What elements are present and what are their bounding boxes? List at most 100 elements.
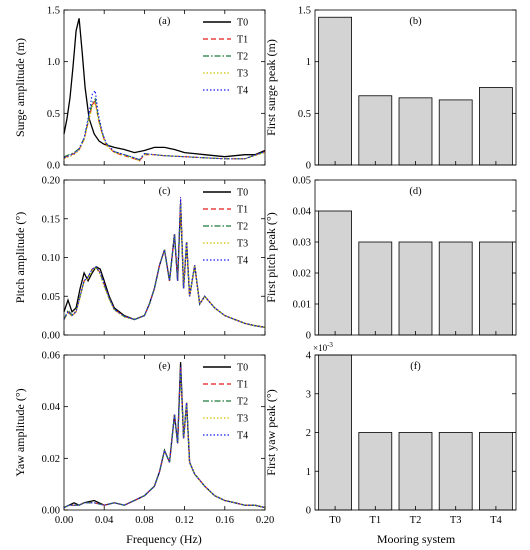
- panel-e: Yaw amplitude (°) 0.00 0.02 0.04 0.06 0.00 0.0…: [13, 351, 274, 527]
- panel-label-c: (c): [159, 186, 171, 197]
- bar-T0: [318, 16, 352, 166]
- legend-label-T4: T4: [237, 86, 248, 97]
- bar-T2: [398, 97, 433, 166]
- plot-frame-d: [314, 179, 517, 336]
- bar-T3: [438, 99, 473, 166]
- y-tick-label: 0.00: [42, 506, 60, 517]
- y-tick-label: 0: [306, 506, 311, 517]
- x-tick-label: 0.08: [135, 515, 153, 526]
- y-tick-label: 0.05: [42, 292, 60, 303]
- panel-label-a: (a): [159, 16, 171, 27]
- plot-frame-a: [63, 9, 266, 166]
- series-line-T4: [63, 89, 266, 161]
- y-tick-label: 2: [306, 428, 311, 439]
- y-tick-label: 0.05: [293, 176, 311, 187]
- y-tick-label: 1.5: [298, 6, 311, 17]
- x-axis-label-left: Frequency (Hz): [126, 532, 202, 546]
- y-tick-label: 0.5: [47, 109, 60, 120]
- y-tick-label: 1: [306, 467, 311, 478]
- x-tick-label: 0.20: [256, 515, 274, 526]
- bar-T2: [398, 241, 433, 336]
- y-tick-label: 3: [306, 389, 311, 400]
- bar-T0: [318, 354, 352, 511]
- plot-frame-b: [314, 9, 517, 166]
- x-tick-label: 0.16: [216, 515, 234, 526]
- y-tick-label: 0.00: [42, 331, 60, 342]
- legend-label-T0: T0: [237, 18, 248, 29]
- y-axis-label-b: First surge peak (m): [264, 39, 278, 136]
- bar-T1: [358, 241, 393, 336]
- panel-f: First yaw peak (°) 0 1 2 3 4 T0 T1 T2 T3 T4 ×10-3 (f…: [264, 341, 517, 526]
- y-axis-label-a: Surge amplitude (m): [13, 38, 27, 137]
- x-tick-label: 0.12: [175, 515, 193, 526]
- y-axis-label-d: First pitch peak (°): [264, 212, 278, 302]
- legend-label-T3: T3: [237, 239, 248, 250]
- legend-label-T0: T0: [237, 363, 248, 374]
- y-axis-label-c: Pitch amplitude (°): [13, 212, 27, 303]
- x-tick-label: 0.04: [95, 515, 114, 526]
- series-line-T1: [63, 199, 266, 328]
- y-tick-label: 1.0: [47, 57, 60, 68]
- legend-label-T3: T3: [237, 69, 248, 80]
- y-tick-label: 0: [306, 161, 311, 172]
- series-line-T4: [63, 197, 266, 328]
- panel-c: Pitch amplitude (°) 0.00 0.05 0.10 0.15 0.20 T…: [13, 176, 266, 342]
- panels: Surge amplitude (m) 0.0 0.5 1.0 1.5 T0 T1 T2 T3 T…: [13, 6, 517, 527]
- bar-T3: [438, 432, 473, 511]
- bar-T1: [358, 432, 393, 511]
- x-tick-label: T0: [329, 515, 341, 526]
- series-line-T3: [63, 203, 266, 328]
- series-line-T3: [63, 101, 266, 162]
- legend-label-T1: T1: [237, 35, 248, 46]
- panel-d: First pitch peak (°) 0 0.01 0.02 0.03 0.04 0.0…: [264, 176, 517, 342]
- y-tick-label: 0.10: [42, 253, 60, 264]
- y-tick-label: 0: [306, 331, 311, 342]
- bar-T2: [398, 432, 433, 511]
- y-tick-label: 0.04: [42, 402, 61, 413]
- panel-a: Surge amplitude (m) 0.0 0.5 1.0 1.5 T0 T1 T2 T3 T…: [13, 6, 266, 172]
- legend-label-T0: T0: [237, 188, 248, 199]
- series-line-T3: [63, 371, 266, 509]
- y-tick-label: 0.0: [47, 161, 60, 172]
- series-line-T0: [63, 362, 266, 509]
- y-tick-label: 4: [306, 351, 312, 362]
- series-line-T4: [63, 366, 266, 509]
- x-tick-label: T2: [410, 515, 422, 526]
- panel-label-b: (b): [409, 16, 422, 27]
- bar-T1: [358, 95, 393, 166]
- y-tick-label: 1.5: [47, 6, 60, 17]
- legend-label-T4: T4: [237, 431, 248, 442]
- legend-label-T1: T1: [237, 205, 248, 216]
- plot-frame-c: [63, 179, 266, 336]
- series-line-T0: [63, 203, 266, 328]
- series-line-T1: [63, 99, 266, 162]
- bar-T4: [479, 432, 513, 511]
- panel-label-f: (f): [410, 361, 421, 372]
- legend-label-T3: T3: [237, 414, 248, 425]
- y-tick-label: 0.20: [42, 176, 60, 187]
- x-axis-label-right: Mooring system: [377, 532, 456, 546]
- plot-frame-e: [63, 354, 266, 511]
- y-tick-label: 1: [306, 57, 311, 68]
- legend-label-T1: T1: [237, 380, 248, 391]
- y-axis-multiplier: ×10-3: [313, 341, 333, 353]
- y-axis-label-e: Yaw amplitude (°): [13, 388, 27, 476]
- y-tick-label: 0.06: [42, 351, 60, 362]
- panel-label-e: (e): [159, 361, 171, 372]
- bar-T3: [438, 241, 473, 336]
- series-line-T2: [63, 97, 266, 161]
- series-line-T1: [63, 366, 266, 509]
- x-tick-label: 0.00: [55, 515, 73, 526]
- x-tick-label: T1: [369, 515, 381, 526]
- series-line-T2: [63, 201, 266, 328]
- legend-label-T2: T2: [237, 222, 248, 233]
- y-tick-label: 0.02: [42, 454, 60, 465]
- legend-label-T4: T4: [237, 256, 248, 267]
- panel-b: First surge peak (m) 0 0.5 1 1.5 (b): [264, 6, 517, 172]
- plot-frame-f: [314, 354, 517, 511]
- y-tick-label: 0.04: [293, 207, 312, 218]
- series-line-T0: [63, 18, 266, 158]
- y-tick-label: 0.03: [293, 238, 311, 249]
- bar-T0: [318, 210, 352, 336]
